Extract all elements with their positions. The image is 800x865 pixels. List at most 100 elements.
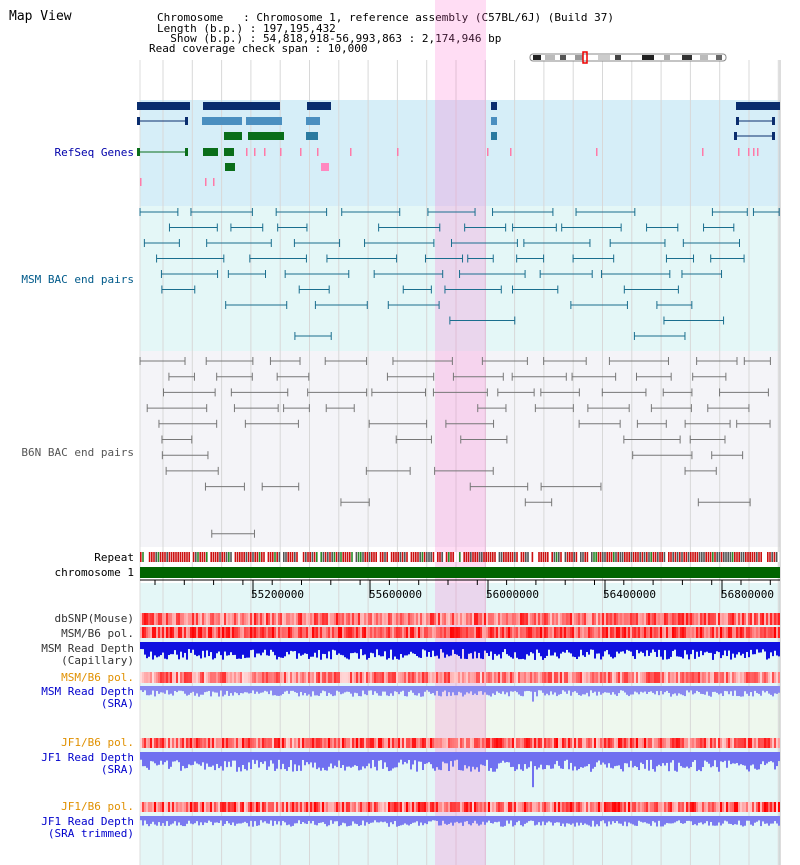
- heat-cell: [246, 613, 248, 625]
- depth-bar: [314, 642, 316, 653]
- heat-cell: [214, 672, 216, 683]
- heat-cell: [210, 738, 212, 748]
- heat-cell: [504, 738, 506, 748]
- depth-bar: [210, 816, 212, 822]
- depth-bar: [238, 752, 240, 768]
- depth-bar: [634, 642, 636, 659]
- heat-cell: [578, 627, 580, 638]
- depth-bar: [626, 642, 628, 650]
- gene-mark: [748, 148, 750, 156]
- heat-cell: [408, 627, 410, 638]
- depth-bar: [266, 816, 268, 824]
- repeat-element: [727, 552, 729, 562]
- heat-cell: [162, 672, 164, 683]
- track-label-b6n-bac[interactable]: B6N BAC end pairs: [21, 446, 134, 459]
- depth-bar: [338, 686, 340, 692]
- repeat-element: [613, 552, 615, 562]
- heat-cell: [662, 672, 664, 683]
- repeat-element: [527, 552, 529, 562]
- depth-bar: [168, 686, 170, 695]
- heat-cell: [158, 672, 160, 683]
- repeat-element: [742, 552, 745, 562]
- heat-cell: [734, 738, 736, 748]
- heat-cell: [688, 738, 690, 748]
- depth-bar: [192, 752, 194, 765]
- depth-bar: [520, 816, 522, 826]
- depth-bar: [432, 816, 434, 821]
- heat-cell: [398, 613, 400, 625]
- heat-cell: [506, 802, 508, 812]
- depth-bar: [168, 816, 170, 826]
- heat-cell: [268, 672, 270, 683]
- heat-cell: [764, 672, 766, 683]
- depth-bar: [680, 816, 682, 824]
- repeat-element: [725, 552, 727, 562]
- depth-bar: [262, 752, 264, 764]
- depth-bar: [184, 752, 186, 769]
- heat-cell: [212, 613, 214, 625]
- repeat-element: [401, 552, 404, 562]
- heat-cell: [180, 627, 182, 638]
- heat-cell: [248, 802, 250, 812]
- heat-cell: [502, 802, 504, 812]
- depth-bar: [506, 816, 508, 821]
- depth-bar: [718, 752, 720, 772]
- heat-cell: [382, 802, 384, 812]
- heat-cell: [520, 613, 522, 625]
- heat-cell: [206, 627, 208, 638]
- depth-bar: [716, 752, 718, 768]
- heat-cell: [714, 627, 716, 638]
- repeat-element: [272, 552, 274, 562]
- depth-bar: [722, 816, 724, 824]
- heat-cell: [576, 613, 578, 625]
- heat-cell: [620, 802, 622, 812]
- track-label-msm-bac[interactable]: MSM BAC end pairs: [21, 273, 134, 286]
- depth-bar: [166, 686, 168, 691]
- ideogram-band: [615, 55, 621, 60]
- depth-bar: [714, 686, 716, 692]
- heat-cell: [744, 613, 746, 625]
- heat-cell: [516, 738, 518, 748]
- depth-bar: [426, 642, 428, 657]
- heat-cell: [486, 738, 488, 748]
- heat-cell: [388, 738, 390, 748]
- heat-cell: [668, 672, 670, 683]
- gene-exon: [203, 102, 247, 110]
- heat-cell: [398, 738, 400, 748]
- heat-cell: [600, 802, 602, 812]
- heat-cell: [186, 802, 188, 812]
- depth-bar: [562, 816, 564, 824]
- depth-bar: [588, 816, 590, 826]
- repeat-element: [274, 552, 276, 562]
- heat-cell: [624, 613, 626, 625]
- depth-bar: [678, 752, 680, 763]
- heat-cell: [592, 802, 594, 812]
- heat-cell: [742, 672, 744, 683]
- heat-cell: [590, 672, 592, 683]
- depth-bar: [760, 816, 762, 827]
- depth-bar: [718, 816, 720, 823]
- depth-bar: [442, 686, 444, 692]
- track-label-refseq[interactable]: RefSeq Genes: [54, 146, 134, 159]
- heat-cell: [556, 627, 558, 638]
- heat-cell: [410, 802, 412, 812]
- repeat-element: [718, 552, 721, 562]
- heat-cell: [642, 613, 644, 625]
- depth-bar: [596, 686, 598, 696]
- depth-bar: [210, 686, 212, 697]
- ideogram-band: [664, 55, 670, 60]
- depth-bar: [594, 686, 596, 692]
- depth-bar: [740, 686, 742, 697]
- repeat-element: [606, 552, 608, 562]
- repeat-element: [269, 552, 272, 562]
- heat-cell: [310, 738, 312, 748]
- repeat-element: [188, 552, 190, 562]
- depth-bar: [746, 816, 748, 821]
- depth-bar: [166, 816, 168, 822]
- depth-bar: [512, 752, 514, 767]
- heat-cell: [276, 738, 278, 748]
- heat-cell: [446, 738, 448, 748]
- heat-cell: [440, 627, 442, 638]
- depth-bar: [576, 752, 578, 771]
